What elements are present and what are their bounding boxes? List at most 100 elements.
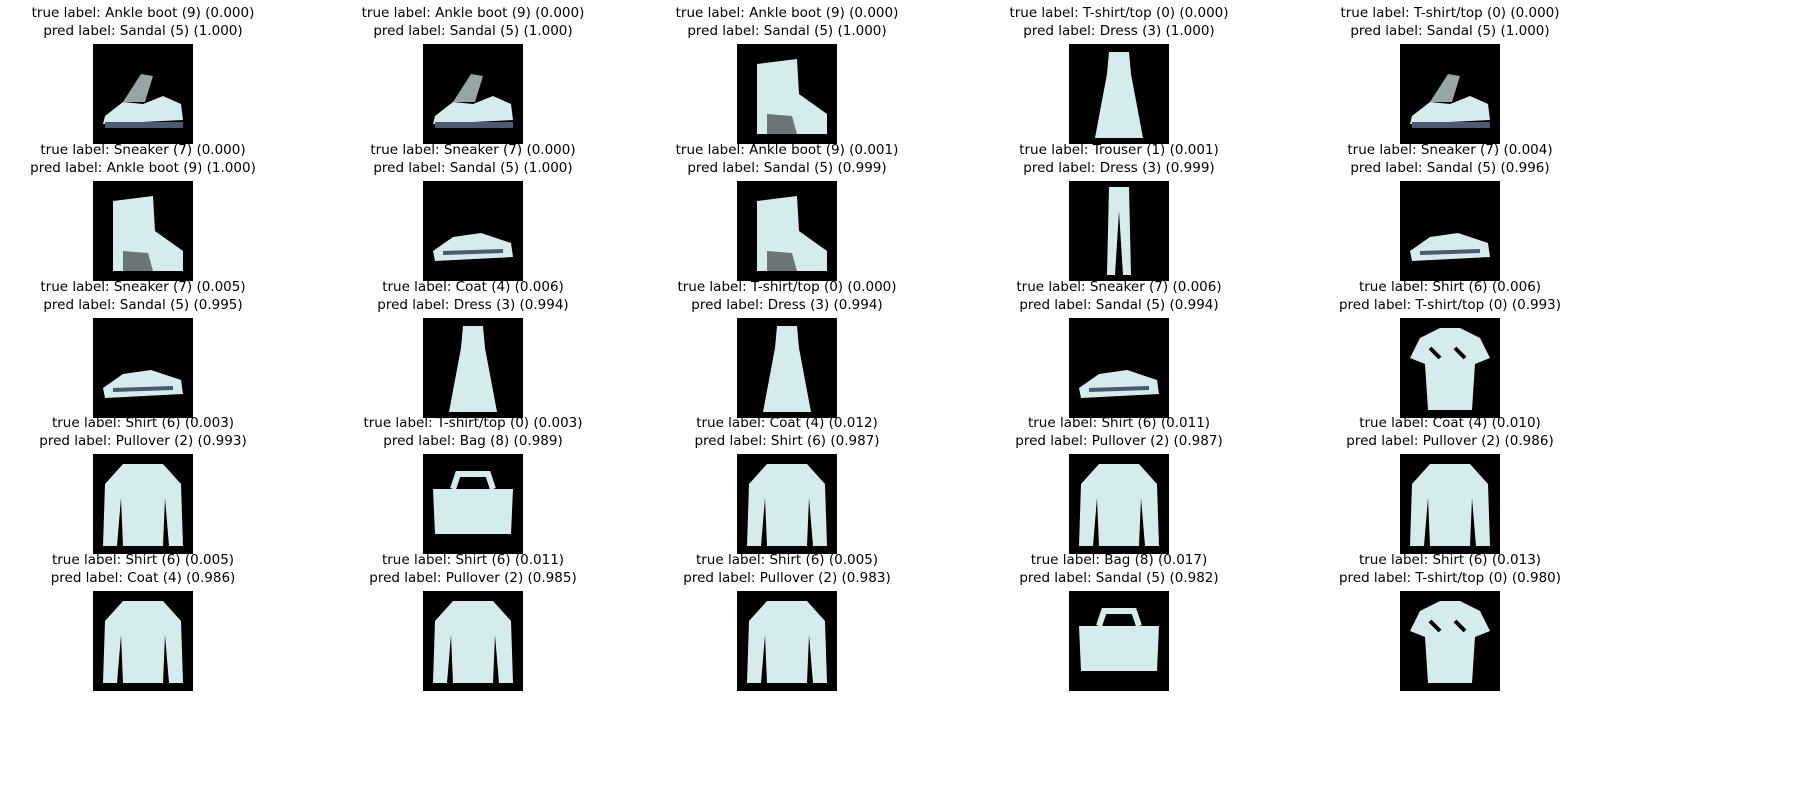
pullover-icon — [103, 601, 183, 683]
prediction-cell: true label: Shirt (6) (0.005) pred label:… — [647, 551, 927, 707]
true-label-text: true label: Ankle boot (9) (0.001) — [675, 142, 899, 158]
pred-label-text: pred label: Ankle boot (9) (1.000) — [30, 160, 256, 176]
true-label-text: true label: T-shirt/top (0) (0.000) — [1340, 5, 1560, 21]
sneaker-icon — [433, 233, 513, 261]
sample-image — [423, 591, 523, 691]
sample-image — [93, 318, 193, 418]
pred-label-text: pred label: Sandal (5) (1.000) — [373, 23, 573, 39]
true-label-text: true label: Coat (4) (0.012) — [696, 415, 878, 431]
true-label-text: true label: Sneaker (7) (0.000) — [40, 142, 246, 158]
sandal-icon — [1410, 74, 1490, 128]
sample-image — [1400, 591, 1500, 691]
sample-image — [737, 318, 837, 418]
pred-label-text: pred label: Sandal (5) (0.996) — [1350, 160, 1550, 176]
dress-icon — [763, 326, 811, 412]
pred-label-text: pred label: Bag (8) (0.989) — [383, 433, 563, 449]
sample-image — [423, 44, 523, 144]
pred-label-text: pred label: Sandal (5) (0.982) — [1019, 570, 1219, 586]
prediction-cell: true label: Sneaker (7) (0.000) pred labe… — [333, 141, 613, 297]
sample-image — [423, 318, 523, 418]
sneaker-icon — [1410, 233, 1490, 261]
prediction-cell: true label: Shirt (6) (0.011) pred label:… — [333, 551, 613, 707]
prediction-cell: true label: Sneaker (7) (0.000) pred labe… — [3, 141, 283, 297]
sample-image — [423, 181, 523, 281]
pred-label-text: pred label: T-shirt/top (0) (0.993) — [1338, 297, 1562, 313]
true-label-text: true label: Shirt (6) (0.013) — [1358, 552, 1542, 568]
true-label-text: true label: T-shirt/top (0) (0.000) — [1009, 5, 1229, 21]
pred-label-text: pred label: Coat (4) (0.986) — [50, 570, 236, 586]
prediction-title: true label: Ankle boot (9) (0.001) pred l… — [647, 141, 927, 177]
pullover-icon — [433, 601, 513, 683]
prediction-cell: true label: Shirt (6) (0.006) pred label:… — [1310, 278, 1590, 434]
true-label-text: true label: Shirt (6) (0.003) — [51, 415, 235, 431]
sample-image — [1400, 454, 1500, 554]
prediction-cell: true label: Coat (4) (0.010) pred label: … — [1310, 414, 1590, 570]
pred-label-text: pred label: Sandal (5) (1.000) — [687, 23, 887, 39]
sample-image — [1069, 591, 1169, 691]
pullover-icon — [747, 464, 827, 546]
true-label-text: true label: T-shirt/top (0) (0.000) — [677, 279, 897, 295]
sample-image — [737, 454, 837, 554]
pullover-icon — [1079, 464, 1159, 546]
pred-label-text: pred label: Dress (3) (0.999) — [1023, 160, 1215, 176]
sandal-icon — [103, 74, 183, 128]
prediction-title: true label: Coat (4) (0.012) pred label: … — [647, 414, 927, 450]
prediction-title: true label: Sneaker (7) (0.004) pred labe… — [1310, 141, 1590, 177]
sample-image — [1400, 44, 1500, 144]
prediction-cell: true label: Ankle boot (9) (0.000) pred l… — [333, 4, 613, 160]
sample-image — [93, 181, 193, 281]
prediction-cell: true label: Coat (4) (0.012) pred label: … — [647, 414, 927, 570]
true-label-text: true label: Shirt (6) (0.005) — [51, 552, 235, 568]
true-label-text: true label: Shirt (6) (0.006) — [1358, 279, 1542, 295]
sample-image — [1069, 454, 1169, 554]
sneaker-icon — [1079, 370, 1159, 398]
pullover-icon — [103, 464, 183, 546]
prediction-title: true label: Shirt (6) (0.005) pred label:… — [647, 551, 927, 587]
prediction-title: true label: Bag (8) (0.017) pred label: S… — [979, 551, 1259, 587]
true-label-text: true label: Bag (8) (0.017) — [1030, 552, 1208, 568]
true-label-text: true label: Ankle boot (9) (0.000) — [361, 5, 585, 21]
sample-image — [1069, 181, 1169, 281]
pred-label-text: pred label: Sandal (5) (1.000) — [1350, 23, 1550, 39]
pred-label-text: pred label: Sandal (5) (1.000) — [373, 160, 573, 176]
sneaker-icon — [103, 370, 183, 398]
prediction-title: true label: Trouser (1) (0.001) pred labe… — [979, 141, 1259, 177]
sample-image — [93, 591, 193, 691]
pullover-icon — [1410, 464, 1490, 546]
pred-label-text: pred label: Dress (3) (0.994) — [377, 297, 569, 313]
true-label-text: true label: Ankle boot (9) (0.000) — [675, 5, 899, 21]
prediction-title: true label: Ankle boot (9) (0.000) pred l… — [333, 4, 613, 40]
true-label-text: true label: Sneaker (7) (0.005) — [40, 279, 246, 295]
prediction-title: true label: Shirt (6) (0.011) pred label:… — [333, 551, 613, 587]
boot-icon — [757, 59, 827, 134]
pred-label-text: pred label: Sandal (5) (0.994) — [1019, 297, 1219, 313]
prediction-cell: true label: Shirt (6) (0.003) pred label:… — [3, 414, 283, 570]
prediction-cell: true label: Sneaker (7) (0.004) pred labe… — [1310, 141, 1590, 297]
prediction-cell: true label: Ankle boot (9) (0.000) pred l… — [3, 4, 283, 160]
prediction-cell: true label: Ankle boot (9) (0.001) pred l… — [647, 141, 927, 297]
prediction-cell: true label: T-shirt/top (0) (0.000) pred … — [979, 4, 1259, 160]
true-label-text: true label: T-shirt/top (0) (0.003) — [363, 415, 583, 431]
prediction-cell: true label: Bag (8) (0.017) pred label: S… — [979, 551, 1259, 707]
prediction-title: true label: Shirt (6) (0.011) pred label:… — [979, 414, 1259, 450]
prediction-title: true label: Ankle boot (9) (0.000) pred l… — [647, 4, 927, 40]
prediction-cell: true label: T-shirt/top (0) (0.000) pred … — [1310, 4, 1590, 160]
prediction-cell: true label: Shirt (6) (0.013) pred label:… — [1310, 551, 1590, 707]
prediction-cell: true label: T-shirt/top (0) (0.000) pred … — [647, 278, 927, 434]
sample-image — [1069, 318, 1169, 418]
dress-icon — [1095, 52, 1143, 138]
true-label-text: true label: Trouser (1) (0.001) — [1019, 142, 1219, 158]
pred-label-text: pred label: Pullover (2) (0.993) — [39, 433, 247, 449]
true-label-text: true label: Sneaker (7) (0.006) — [1016, 279, 1222, 295]
prediction-title: true label: Shirt (6) (0.006) pred label:… — [1310, 278, 1590, 314]
prediction-title: true label: Sneaker (7) (0.005) pred labe… — [3, 278, 283, 314]
prediction-cell: true label: Shirt (6) (0.011) pred label:… — [979, 414, 1259, 570]
prediction-title: true label: Shirt (6) (0.005) pred label:… — [3, 551, 283, 587]
prediction-title: true label: T-shirt/top (0) (0.003) pred … — [333, 414, 613, 450]
prediction-cell: true label: Ankle boot (9) (0.000) pred l… — [647, 4, 927, 160]
prediction-title: true label: Shirt (6) (0.013) pred label:… — [1310, 551, 1590, 587]
bag-icon — [1079, 608, 1159, 671]
sample-image — [423, 454, 523, 554]
sample-image — [737, 181, 837, 281]
prediction-title: true label: T-shirt/top (0) (0.000) pred … — [979, 4, 1259, 40]
